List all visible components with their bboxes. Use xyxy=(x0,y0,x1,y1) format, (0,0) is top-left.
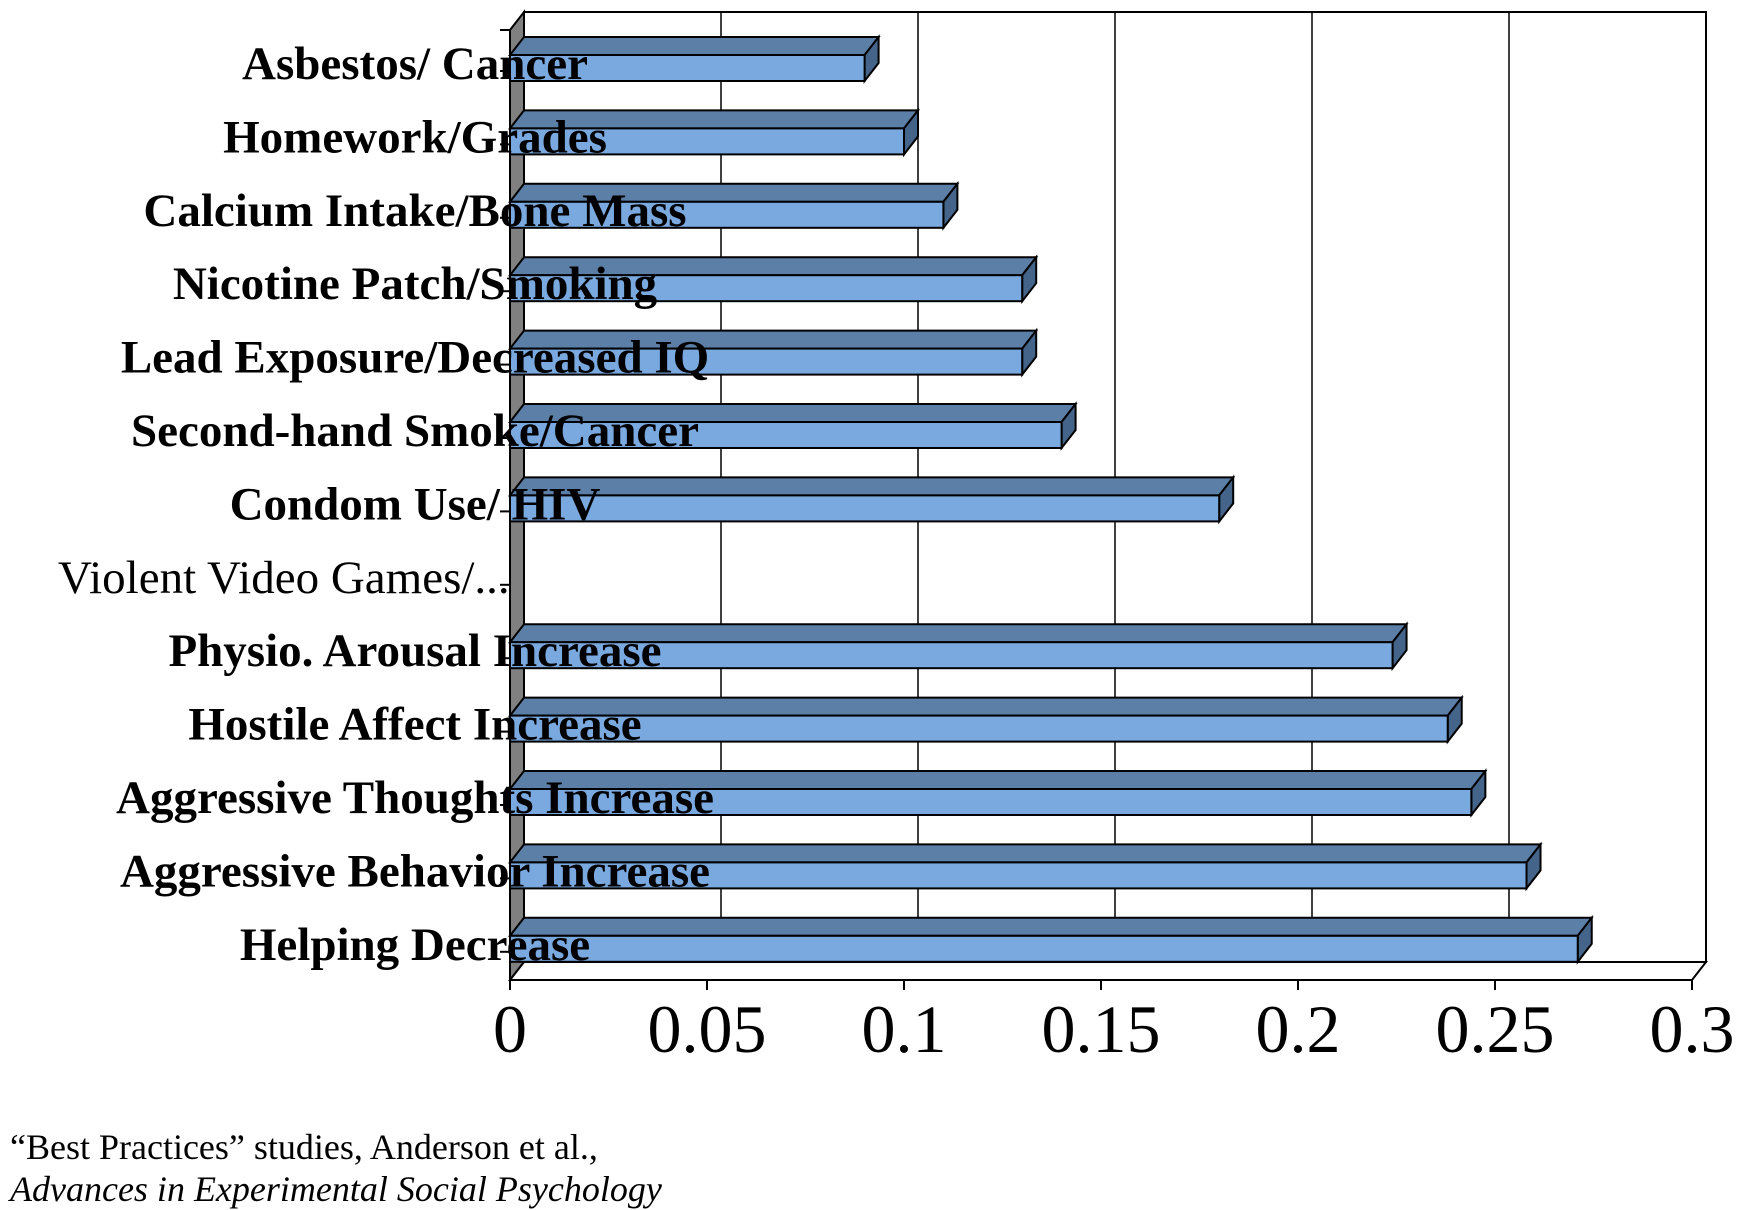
x-tick-label: 0 xyxy=(493,991,527,1067)
bar xyxy=(507,401,1078,451)
bar xyxy=(507,621,1409,672)
bar-front-face xyxy=(509,714,1449,743)
x-tick-label: 0.1 xyxy=(862,991,947,1067)
bar-front-face xyxy=(509,200,945,229)
category-label: Violent Video Games/... xyxy=(58,552,510,604)
effect-size-chart: Asbestos/ Cancer Homework/Grades Calcium I… xyxy=(58,9,1735,1126)
bar xyxy=(507,254,1039,305)
bar xyxy=(507,768,1488,818)
category-label: Lead Exposure/Decreased IQ xyxy=(121,332,709,384)
source-footnote: “Best Practices” studies, Anderson et al… xyxy=(10,1126,662,1210)
x-tick-label: 0.3 xyxy=(1650,991,1735,1067)
category-label: Calcium Intake/Bone Mass xyxy=(143,185,686,237)
category-label: Aggressive Behavior Increase xyxy=(120,845,710,897)
bar xyxy=(507,474,1236,525)
bar xyxy=(507,180,960,231)
x-axis-ticks: 0 0.05 0.1 0.15 0.2 0.25 0.3 xyxy=(493,980,1735,1067)
category-label: Hostile Affect Increase xyxy=(188,699,641,751)
bar-top-face xyxy=(507,696,1464,717)
x-tick-label: 0.25 xyxy=(1436,991,1555,1067)
bar-front-face xyxy=(509,127,905,156)
floor xyxy=(507,961,1709,981)
bar-front-face xyxy=(509,641,1394,670)
category-labels: Asbestos/ Cancer Homework/Grades Calcium I… xyxy=(58,38,714,971)
category-label: Homework/Grades xyxy=(223,111,607,163)
bar-front-face xyxy=(509,861,1528,890)
bar-front-face xyxy=(509,788,1473,816)
bar xyxy=(507,34,881,84)
category-label: Second-hand Smoke/Cancer xyxy=(131,405,699,457)
bar-top-face xyxy=(507,916,1594,937)
x-tick-label: 0.15 xyxy=(1042,991,1161,1067)
bar xyxy=(507,327,1039,378)
category-label: Nicotine Patch/Smoking xyxy=(173,258,658,310)
bar-front-face xyxy=(509,54,866,82)
bar xyxy=(507,694,1464,745)
bar-front-face xyxy=(509,421,1063,449)
category-label: Helping Decrease xyxy=(240,919,590,971)
bar xyxy=(507,107,921,158)
x-tick-label: 0.2 xyxy=(1256,991,1341,1067)
footnote-line-1: “Best Practices” studies, Anderson et al… xyxy=(10,1127,598,1167)
bar xyxy=(507,841,1543,892)
bar-front-face xyxy=(509,494,1221,523)
x-tick-label: 0.05 xyxy=(648,991,767,1067)
category-label: Physio. Arousal Increase xyxy=(168,625,661,677)
category-label: Aggressive Thoughts Increase xyxy=(116,772,714,824)
bar-top-face xyxy=(507,476,1236,497)
footnote-line-2: Advances in Experimental Social Psycholo… xyxy=(10,1169,662,1209)
category-label: Condom Use/ HIV xyxy=(230,478,601,530)
bar-front-face xyxy=(509,934,1579,963)
bar xyxy=(507,914,1594,965)
bar-front-face xyxy=(509,274,1024,303)
bar-front-face xyxy=(509,347,1024,376)
category-label: Asbestos/ Cancer xyxy=(242,38,588,90)
chart-bars xyxy=(507,34,1594,965)
x-axis-title: Effect Size xyxy=(947,1118,1264,1126)
